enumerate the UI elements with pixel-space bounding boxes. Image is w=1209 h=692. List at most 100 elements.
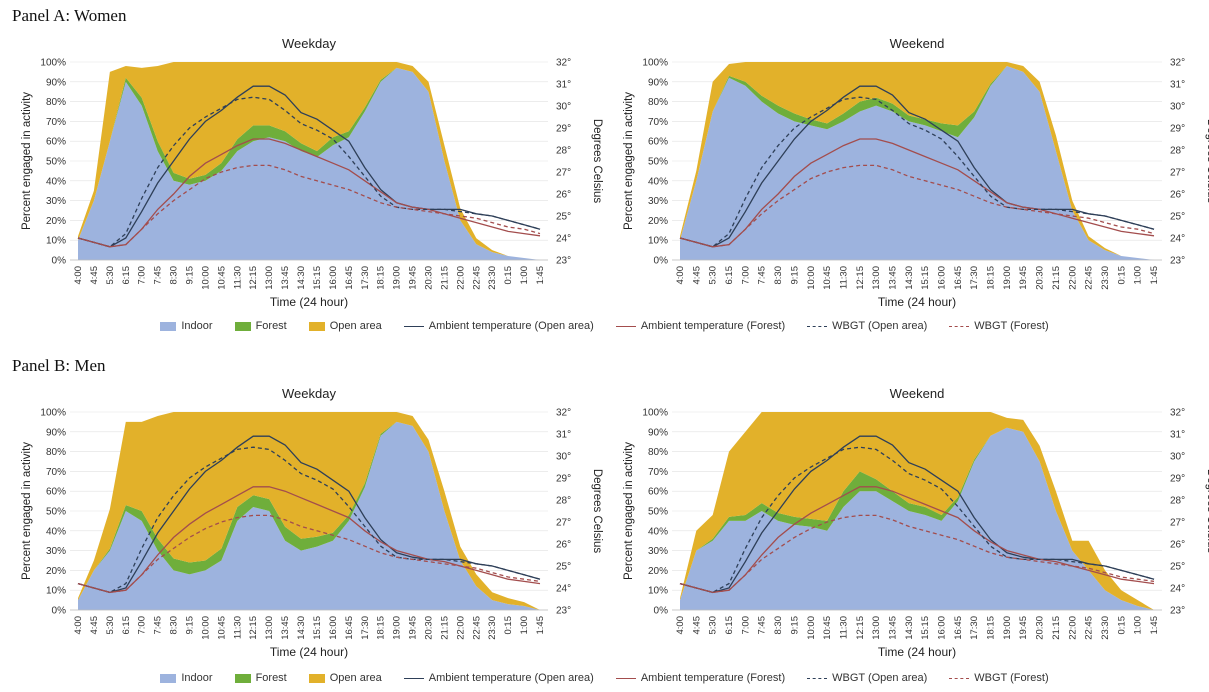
area-open-area: [78, 412, 540, 610]
legend-item: Open area: [308, 320, 382, 332]
legend-line-swatch: [615, 325, 636, 327]
y-tick-label: 30%: [46, 546, 66, 557]
x-tick-label: 10:00: [200, 616, 211, 640]
y2-tick-label: 26°: [556, 540, 571, 551]
y-tick-label: 30%: [648, 196, 668, 207]
chart-0: Weekday 0% 10% 20% 30% 40% 50% 60% 70% 80% 90% 100%…: [21, 36, 603, 309]
x-tick-label: 22:45: [471, 266, 482, 290]
y-tick-label: 70%: [648, 467, 668, 478]
x-tick-label: 10:45: [216, 616, 227, 640]
x-tick-label: 16:45: [953, 266, 964, 290]
x-tick-label: 16:00: [328, 616, 339, 640]
y2-tick-label: 30°: [556, 452, 571, 463]
x-tick-label: 4:00: [675, 266, 686, 285]
x-tick-label: 6:15: [121, 266, 132, 285]
panel-b-title: Panel B: Men: [12, 356, 106, 375]
x-tick-label: 23:30: [487, 266, 498, 290]
y2-tick-label: 29°: [556, 474, 571, 485]
y-tick-label: 60%: [46, 137, 66, 148]
x-tick-label: 9:15: [185, 266, 196, 285]
x-tick-label: 23:30: [487, 616, 498, 640]
line-ambient-temperature-open-area: [679, 435, 1155, 594]
legend-item: Ambient temperature (Open area): [403, 320, 594, 332]
x-tick-label: 19:00: [392, 616, 403, 640]
x-tick-label: 7:45: [757, 616, 768, 635]
x-tick-label: 12:15: [248, 616, 259, 640]
y2-tick-label: 25°: [1170, 212, 1185, 223]
x-tick-label: 7:45: [153, 266, 164, 285]
x-tick-label: 20:30: [423, 266, 434, 290]
x-tick-label: 5:30: [708, 616, 719, 635]
y2-tick-label: 29°: [1170, 474, 1185, 485]
x-tick-label: 5:30: [708, 266, 719, 285]
chart-title: Weekend: [890, 36, 945, 51]
x-tick-label: 22:00: [455, 616, 466, 640]
y-tick-label: 70%: [46, 117, 66, 128]
x-tick-label: 15:15: [920, 616, 931, 640]
x-tick-label: 6:15: [121, 616, 132, 635]
x-tick-label: 8:30: [169, 616, 180, 635]
x-tick-label: 20:30: [423, 616, 434, 640]
x-tick-label: 22:00: [455, 266, 466, 290]
x-tick-label: 22:00: [1067, 616, 1078, 640]
y-axis-label: Percent engaged in activity: [623, 92, 635, 230]
area-forest: [78, 421, 540, 610]
y2-tick-label: 32°: [556, 58, 571, 69]
x-tick-label: 5:30: [105, 266, 116, 285]
y2-tick-label: 27°: [1170, 168, 1185, 179]
y2-tick-label: 23°: [1170, 256, 1185, 267]
x-tick-label: 15:15: [920, 266, 931, 290]
y-tick-label: 90%: [648, 77, 668, 88]
legend-swatch: [160, 321, 177, 331]
x-tick-label: 1:45: [1149, 266, 1160, 285]
x-tick-label: 11:30: [838, 616, 849, 639]
x-tick-label: 13:00: [264, 616, 275, 640]
x-tick-label: 19:45: [1018, 616, 1029, 640]
y-tick-label: 10%: [648, 236, 668, 247]
y2-tick-label: 27°: [1170, 518, 1185, 529]
x-tick-label: 9:15: [185, 616, 196, 635]
legend-line-swatch: [949, 325, 970, 327]
legend-item: WBGT (Forest): [949, 672, 1049, 684]
y2-axis-label: Degrees Celsius: [1205, 469, 1209, 554]
legend-label: Open area: [329, 320, 382, 332]
legend-item: Forest: [234, 672, 287, 684]
y-tick-label: 10%: [46, 236, 66, 247]
legend-item: WBGT (Forest): [949, 320, 1049, 332]
y-tick-label: 80%: [46, 447, 66, 458]
x-tick-label: 7:00: [740, 266, 751, 285]
legend-label: Ambient temperature (Open area): [428, 320, 594, 332]
line-wbgt-forest: [679, 514, 1155, 594]
legend-label: Ambient temperature (Forest): [640, 672, 786, 684]
x-tick-label: 21:15: [439, 616, 450, 640]
x-tick-label: 4:45: [691, 266, 702, 285]
legend-line-swatch: [807, 677, 828, 679]
y-tick-label: 100%: [642, 58, 668, 69]
x-tick-label: 14:30: [296, 266, 307, 290]
x-tick-label: 20:30: [1035, 266, 1046, 290]
legend-label: Forest: [255, 672, 287, 684]
x-tick-label: 4:45: [89, 616, 100, 635]
y-tick-label: 80%: [46, 97, 66, 108]
y-tick-label: 0%: [52, 606, 67, 617]
x-tick-label: 16:00: [937, 266, 948, 290]
x-tick-label: 10:45: [822, 266, 833, 290]
x-tick-label: 13:00: [871, 616, 882, 640]
legend-item: WBGT (Open area): [807, 320, 927, 332]
area-open-area: [78, 62, 540, 260]
x-tick-label: 19:45: [1018, 266, 1029, 290]
y-tick-label: 100%: [642, 408, 668, 419]
x-tick-label: 21:15: [1051, 266, 1062, 290]
y-tick-label: 40%: [46, 176, 66, 187]
x-tick-label: 0:15: [503, 266, 514, 285]
x-tick-label: 19:45: [408, 616, 419, 640]
y2-tick-label: 32°: [556, 408, 571, 419]
x-tick-label: 0:15: [503, 616, 514, 635]
x-tick-label: 0:15: [1116, 266, 1127, 285]
x-tick-label: 8:30: [169, 266, 180, 285]
legend-label: WBGT (Open area): [832, 320, 928, 332]
y-tick-label: 100%: [40, 58, 66, 69]
y2-tick-label: 25°: [556, 212, 571, 223]
y2-tick-label: 30°: [556, 102, 571, 113]
